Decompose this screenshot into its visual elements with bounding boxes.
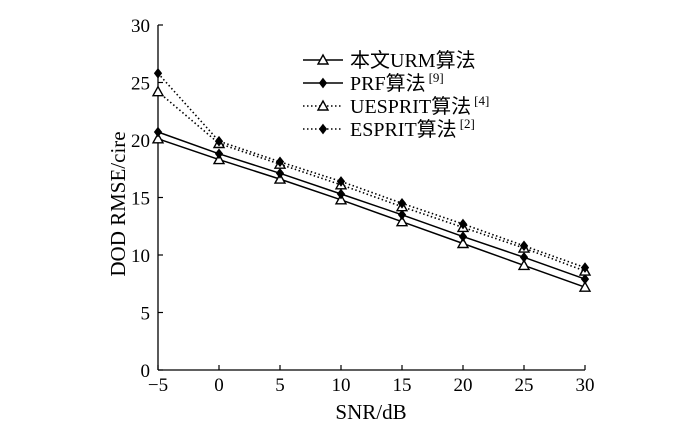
legend-ref: [4] <box>474 93 489 108</box>
data-point <box>215 148 223 159</box>
data-point <box>154 68 162 79</box>
legend-marker <box>319 124 327 134</box>
series-2 <box>154 127 589 285</box>
y-tick-label: 15 <box>131 189 150 210</box>
legend-entry-3: UESPRIT算法 [4] <box>303 93 489 118</box>
y-tick-label: 10 <box>131 246 150 267</box>
x-tick-label: 30 <box>576 375 595 396</box>
data-point <box>581 274 589 285</box>
x-tick-label: 5 <box>275 375 285 396</box>
series-line <box>157 91 586 272</box>
x-tick-label: −5 <box>148 375 168 396</box>
x-tick-label: 15 <box>393 375 412 396</box>
data-point <box>276 168 284 179</box>
data-point <box>152 85 164 97</box>
y-axis-title: DOD RMSE/cire <box>106 131 130 276</box>
series-line <box>157 138 586 288</box>
series-layer <box>152 68 591 292</box>
legend-entry-1: 本文URM算法 <box>303 49 476 72</box>
series-4 <box>154 68 589 273</box>
series-line <box>157 131 586 280</box>
legend-ref: [9] <box>429 70 444 85</box>
x-tick-label: 25 <box>515 375 534 396</box>
data-point <box>459 231 467 242</box>
legend-label: PRF算法 [9] <box>350 70 444 95</box>
x-axis-title: SNR/dB <box>335 400 406 424</box>
y-tick-label: 5 <box>141 304 151 325</box>
legend-ref: [2] <box>460 116 475 131</box>
x-tick-label: 10 <box>332 375 351 396</box>
series-1 <box>152 133 591 292</box>
x-tick-label: 20 <box>454 375 473 396</box>
y-tick-label: 25 <box>131 74 150 95</box>
y-tick-label: 20 <box>131 131 150 152</box>
legend-marker <box>319 78 327 88</box>
series-line <box>157 72 586 269</box>
legend-entry-4: ESPRIT算法 [2] <box>303 116 475 141</box>
y-tick-label: 0 <box>141 361 151 382</box>
data-point <box>520 252 528 263</box>
x-tick-label: 0 <box>214 375 224 396</box>
data-point <box>398 209 406 220</box>
legend-label: UESPRIT算法 [4] <box>350 93 489 118</box>
y-tick-label: 30 <box>131 16 150 37</box>
data-point <box>154 127 162 137</box>
legend-label: ESPRIT算法 [2] <box>350 116 475 141</box>
legend-label: 本文URM算法 <box>350 49 476 72</box>
legend-entry-2: PRF算法 [9] <box>303 70 444 95</box>
data-point <box>337 189 345 199</box>
series-3 <box>152 85 591 276</box>
